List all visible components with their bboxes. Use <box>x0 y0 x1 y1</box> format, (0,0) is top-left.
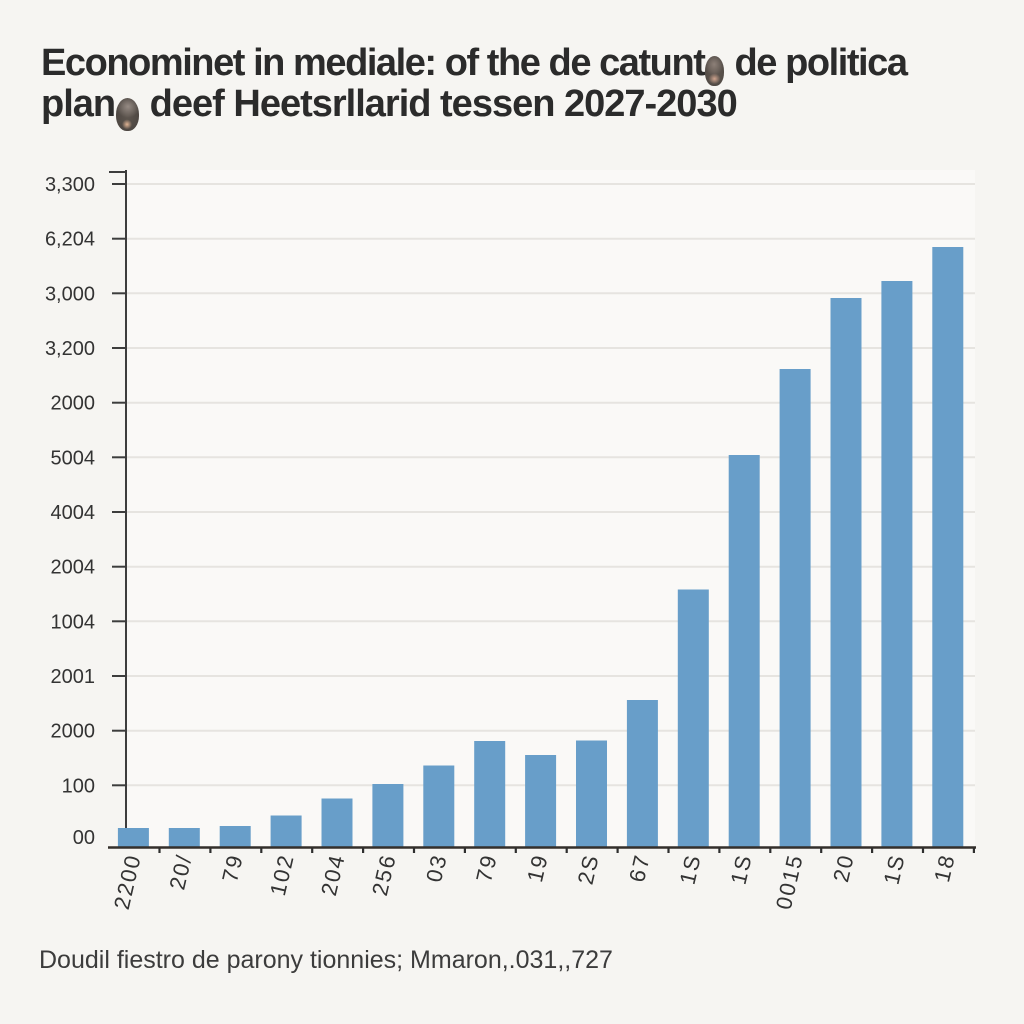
svg-text:256: 256 <box>367 852 401 899</box>
svg-text:5004: 5004 <box>51 447 96 469</box>
svg-text:2000: 2000 <box>51 393 96 415</box>
svg-text:6,204: 6,204 <box>45 229 95 251</box>
svg-text:67: 67 <box>624 852 655 885</box>
svg-text:2001: 2001 <box>51 666 96 688</box>
svg-text:2000: 2000 <box>51 721 96 743</box>
svg-text:0015: 0015 <box>771 852 808 912</box>
svg-text:03: 03 <box>421 852 452 885</box>
svg-text:20: 20 <box>828 852 859 885</box>
svg-text:00: 00 <box>73 827 95 849</box>
svg-text:1004: 1004 <box>51 611 96 633</box>
svg-text:3,200: 3,200 <box>45 338 95 360</box>
svg-text:2004: 2004 <box>51 557 96 579</box>
svg-text:100: 100 <box>62 775 95 797</box>
svg-text:2200: 2200 <box>109 852 146 912</box>
svg-text:79: 79 <box>217 852 248 885</box>
svg-text:1S: 1S <box>726 852 757 887</box>
svg-text:1S: 1S <box>879 852 910 887</box>
svg-text:102: 102 <box>265 852 299 899</box>
svg-text:2S: 2S <box>573 852 604 887</box>
svg-text:204: 204 <box>316 852 350 899</box>
svg-text:4004: 4004 <box>51 502 96 524</box>
svg-text:18: 18 <box>929 852 960 885</box>
svg-text:19: 19 <box>522 852 553 885</box>
svg-text:20/: 20/ <box>164 852 196 893</box>
svg-text:1S: 1S <box>675 852 706 887</box>
svg-text:79: 79 <box>471 852 502 885</box>
svg-text:3,300: 3,300 <box>45 174 95 196</box>
svg-text:3,000: 3,000 <box>45 283 95 305</box>
